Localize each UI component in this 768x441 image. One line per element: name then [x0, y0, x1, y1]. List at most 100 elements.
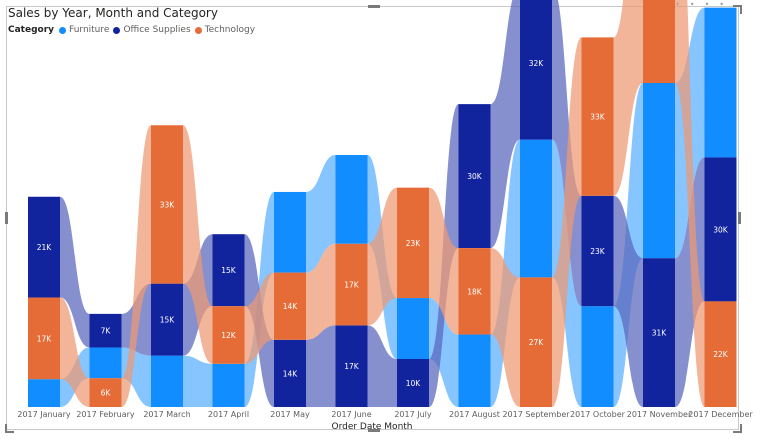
x-tick-label: 2017 September [502, 410, 570, 419]
ribbon-furniture-7[interactable] [429, 298, 459, 407]
resize-corner-top-right[interactable] [733, 5, 742, 14]
ribbon-technology-6[interactable] [367, 187, 398, 326]
legend-label-furniture: Furniture [69, 25, 110, 35]
ribbon-technology-8[interactable] [490, 248, 521, 407]
data-label: 32K [529, 59, 545, 68]
data-label: 27K [529, 338, 545, 347]
ribbon-technology-5[interactable] [306, 243, 336, 340]
bar-furniture-2017-may[interactable] [274, 191, 306, 273]
bar-office-supplies-2017-january[interactable] [28, 196, 60, 298]
ribbon-technology-10[interactable] [613, 0, 644, 196]
bar-technology-2017-july[interactable] [397, 187, 429, 299]
ribbon-technology-2[interactable] [121, 125, 152, 408]
resize-corner-bottom-left[interactable] [5, 424, 14, 433]
ribbon-technology-7[interactable] [429, 187, 459, 335]
data-label: 12K [221, 331, 237, 340]
bar-office-supplies-2017-april[interactable] [212, 234, 245, 307]
ribbon-furniture-5[interactable] [306, 155, 336, 273]
ribbon-office-supplies-6[interactable] [367, 325, 398, 407]
bar-technology-2017-march[interactable] [151, 125, 183, 284]
resize-handle-left[interactable] [5, 212, 8, 224]
bar-furniture-2017-june[interactable] [335, 155, 368, 244]
data-label: 15K [221, 266, 237, 275]
data-label: 23K [590, 247, 606, 256]
x-tick-label: 2017 July [394, 410, 432, 419]
ribbon-office-supplies-9[interactable] [552, 0, 582, 307]
data-label: 33K [590, 113, 606, 122]
ribbon-furniture-3[interactable] [183, 355, 213, 407]
ribbon-technology-11[interactable] [675, 0, 705, 407]
ribbon-technology-9[interactable] [552, 37, 582, 408]
focus-mode-icon[interactable]: • [704, 0, 710, 9]
bar-office-supplies-2017-november[interactable] [643, 258, 675, 407]
legend: Category Furniture Office Supplies Techn… [8, 25, 259, 35]
bar-technology-2017-june[interactable] [335, 243, 368, 326]
bar-technology-2017-february[interactable] [89, 378, 122, 407]
data-label: 15K [160, 316, 176, 325]
bar-furniture-2017-january[interactable] [28, 379, 60, 407]
legend-item-technology[interactable]: Technology [194, 25, 255, 35]
resize-handle-right[interactable] [738, 212, 741, 224]
more-options-icon[interactable]: • [719, 0, 724, 9]
x-tick-label: 2017 April [208, 410, 249, 419]
bar-furniture-2017-february[interactable] [89, 347, 122, 379]
x-tick-label: 2017 November [627, 410, 692, 419]
data-label: 21K [37, 243, 53, 252]
x-tick-label: 2017 March [143, 410, 190, 419]
bar-furniture-2017-december[interactable] [704, 7, 737, 158]
bar-office-supplies-2017-july[interactable] [397, 359, 429, 407]
legend-item-furniture[interactable]: Furniture [59, 25, 109, 35]
bar-furniture-2017-november[interactable] [643, 83, 675, 259]
filter-icon[interactable]: • [689, 0, 695, 9]
bar-office-supplies-2017-may[interactable] [274, 339, 306, 407]
legend-label-office-supplies: Office Supplies [123, 25, 191, 35]
bar-furniture-2017-august[interactable] [458, 334, 491, 407]
bar-technology-2017-november[interactable] [643, 0, 675, 83]
ribbon-office-supplies-5[interactable] [306, 325, 336, 407]
resize-handle-top[interactable] [368, 5, 380, 8]
bar-technology-2017-january[interactable] [28, 297, 60, 380]
bars [28, 0, 737, 407]
data-label: 10K [406, 379, 422, 388]
ribbon-technology-3[interactable] [183, 125, 213, 364]
ribbon-office-supplies-10[interactable] [613, 195, 644, 407]
resize-corner-bottom-right[interactable] [733, 424, 742, 433]
bar-technology-2017-september[interactable] [520, 277, 552, 407]
ribbon-technology-1[interactable] [60, 297, 90, 407]
data-label: 14K [283, 302, 299, 311]
x-tick-label: 2017 October [570, 410, 626, 419]
bar-furniture-2017-september[interactable] [520, 139, 552, 278]
bar-office-supplies-2017-september[interactable] [520, 0, 552, 140]
bar-office-supplies-2017-october[interactable] [581, 195, 614, 307]
ribbon-technology-4[interactable] [244, 272, 275, 364]
ribbon-office-supplies-1[interactable] [60, 196, 90, 348]
bar-office-supplies-2017-march[interactable] [151, 283, 183, 356]
bar-technology-2017-december[interactable] [704, 301, 737, 407]
data-label: 31K [652, 329, 668, 338]
bar-furniture-2017-april[interactable] [212, 363, 245, 407]
bar-office-supplies-2017-august[interactable] [458, 104, 491, 249]
bar-furniture-2017-march[interactable] [151, 355, 183, 407]
legend-dot-office-supplies [113, 26, 121, 34]
bar-technology-2017-august[interactable] [458, 248, 491, 335]
data-label: 18K [467, 287, 483, 296]
data-label: 22K [713, 350, 729, 359]
bar-office-supplies-2017-february[interactable] [89, 313, 122, 348]
data-label: 30K [467, 172, 483, 181]
data-label: 17K [37, 334, 53, 343]
bar-office-supplies-2017-december[interactable] [704, 157, 737, 302]
bar-technology-2017-october[interactable] [581, 37, 614, 196]
bar-furniture-2017-october[interactable] [581, 306, 614, 407]
resize-handle-bottom[interactable] [368, 429, 380, 432]
x-tick-label: 2017 December [688, 410, 753, 419]
legend-item-office-supplies[interactable]: Office Supplies [113, 25, 191, 35]
ribbon-office-supplies-8[interactable] [490, 0, 521, 249]
bar-technology-2017-april[interactable] [212, 306, 245, 364]
bar-office-supplies-2017-june[interactable] [335, 325, 368, 407]
bar-technology-2017-may[interactable] [274, 272, 306, 340]
bar-furniture-2017-july[interactable] [397, 298, 429, 359]
ribbon-office-supplies-11[interactable] [675, 157, 705, 407]
chart-title: Sales by Year, Month and Category [8, 6, 218, 20]
